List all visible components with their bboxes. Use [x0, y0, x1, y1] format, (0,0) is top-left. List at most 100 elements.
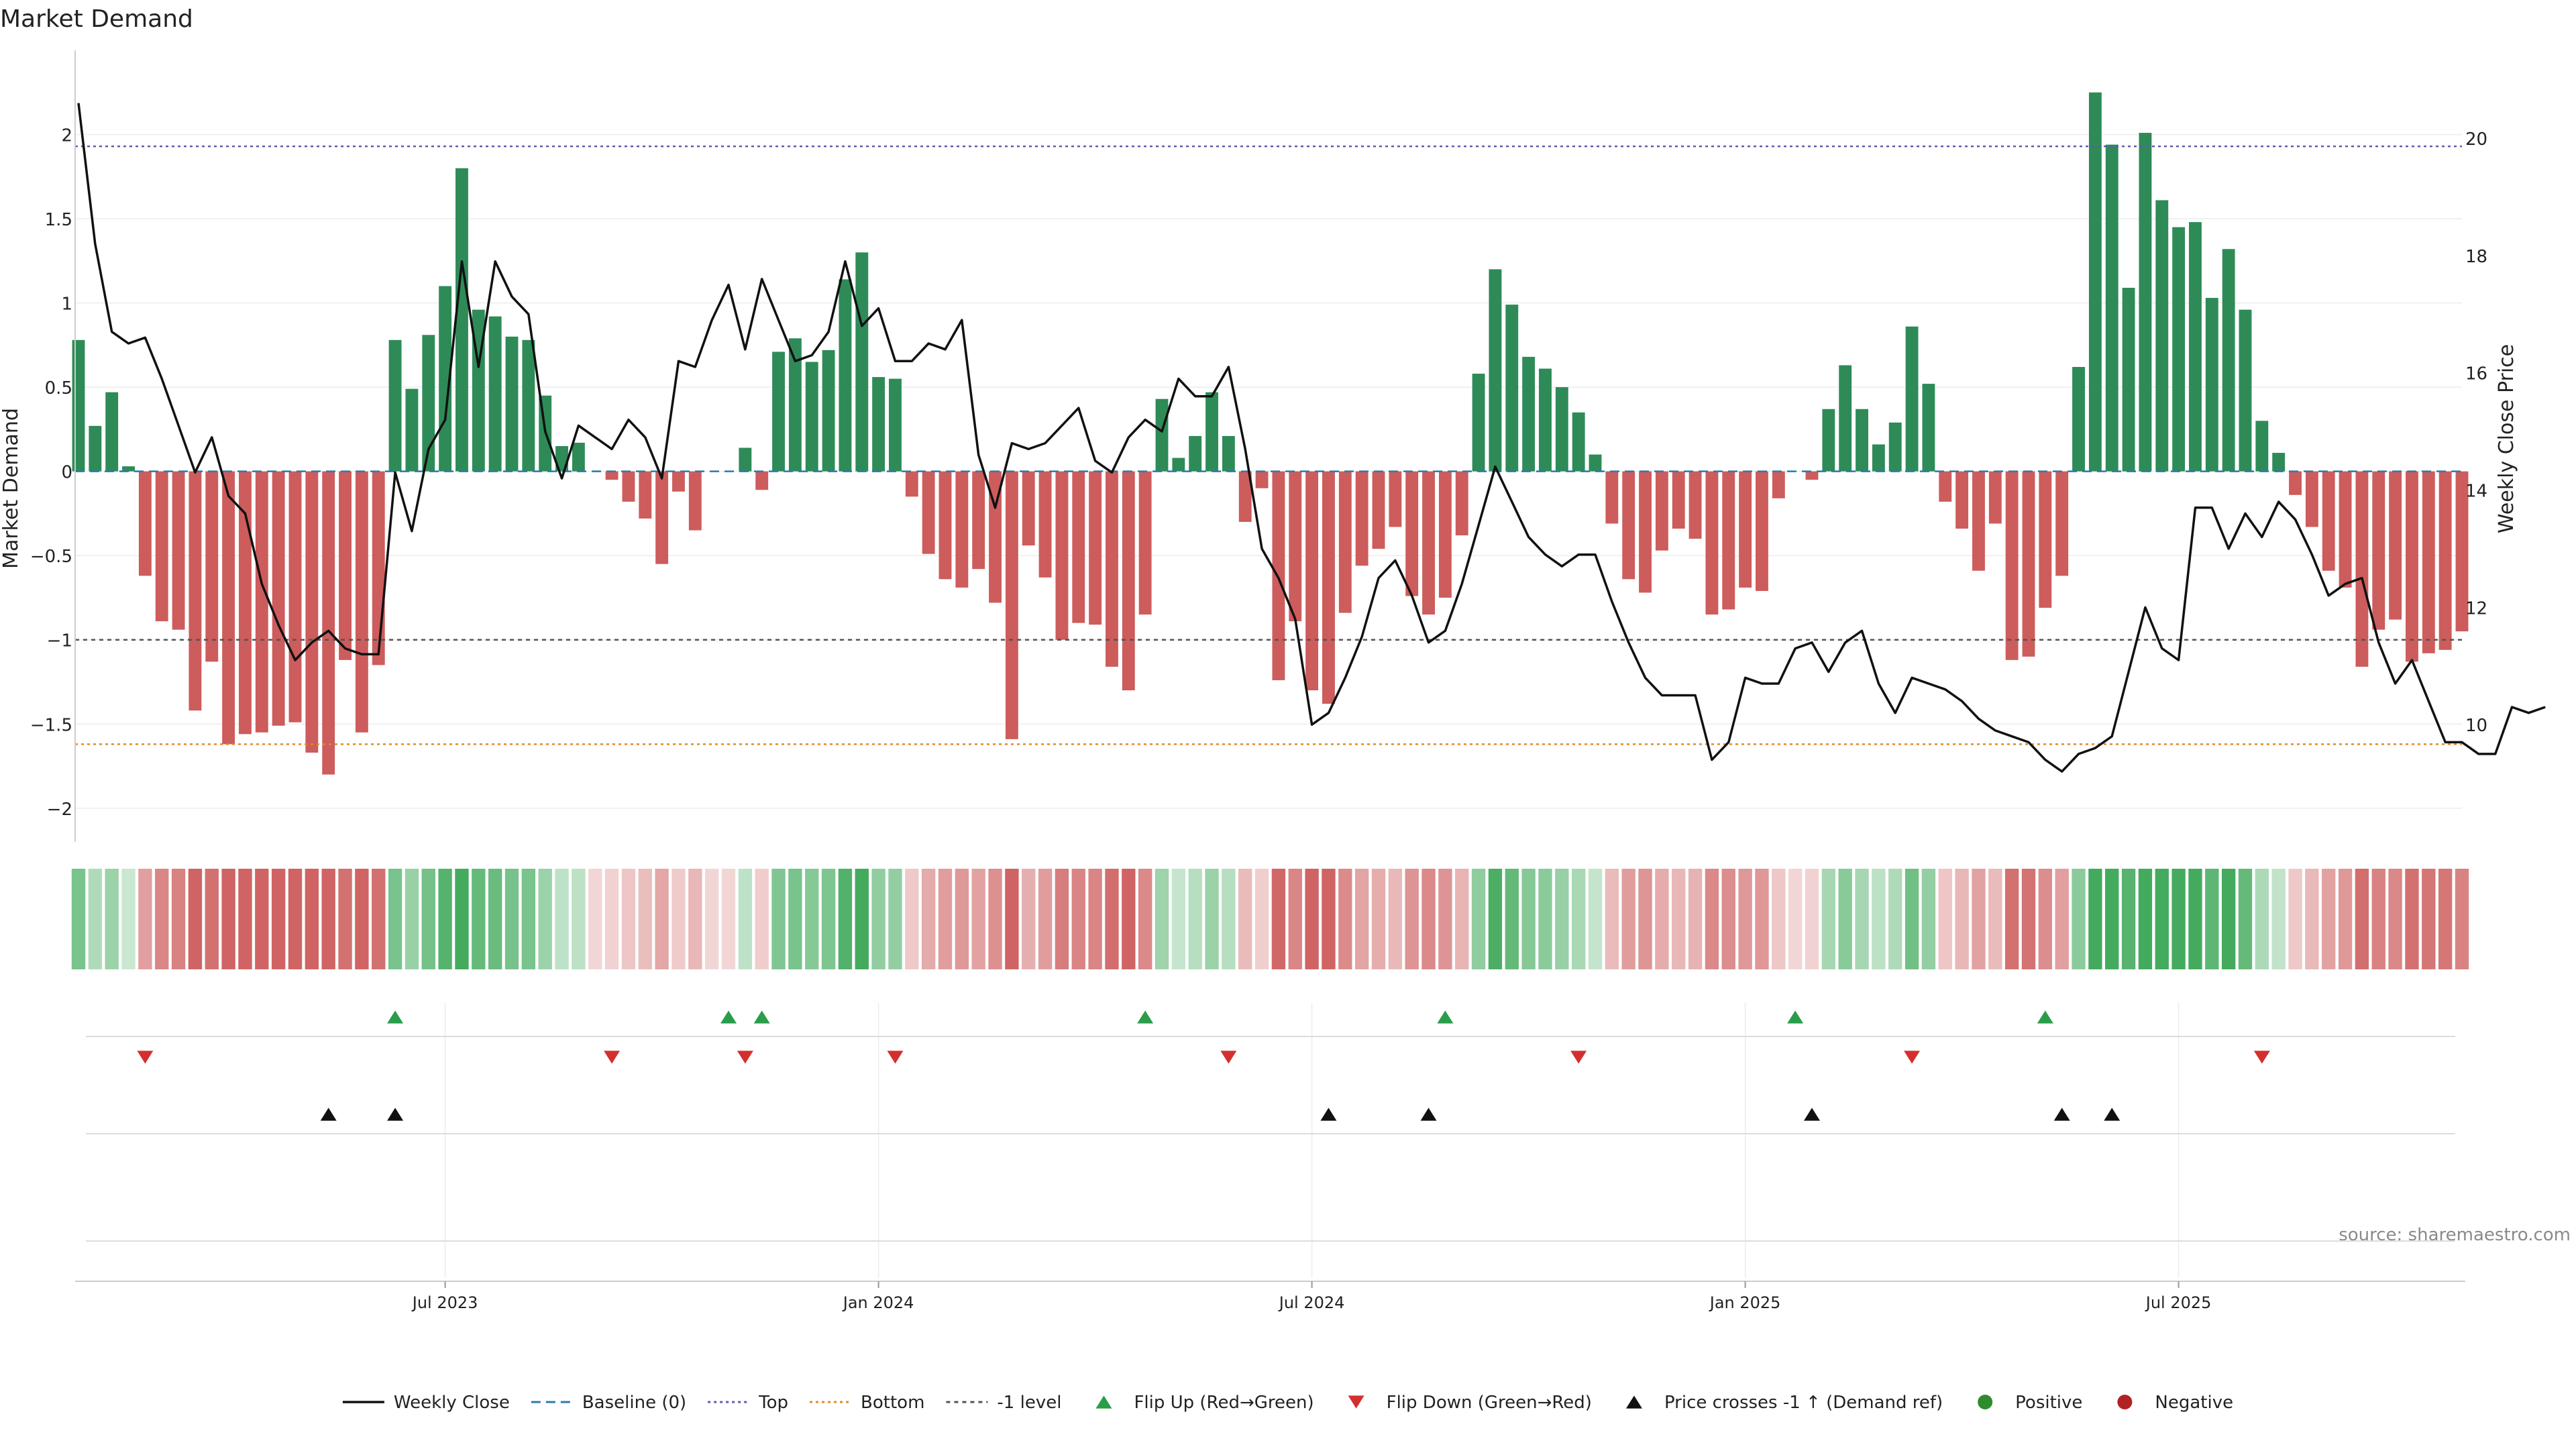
strip-cell-negative — [2455, 869, 2469, 969]
demand-bar-negative — [1089, 471, 1102, 625]
demand-bar-positive — [2222, 249, 2235, 472]
demand-bar-negative — [305, 471, 319, 753]
strip-cell-positive — [121, 869, 136, 969]
strip-cell-negative — [1738, 869, 1752, 969]
strip-cell-negative — [1638, 869, 1652, 969]
strip-cell-negative — [921, 869, 936, 969]
demand-bar-positive — [2072, 367, 2085, 472]
demand-bar-negative — [2039, 471, 2052, 608]
flip-down-marker — [137, 1051, 154, 1064]
demand-bar-positive — [1856, 409, 1868, 472]
demand-bar-positive — [2088, 92, 2102, 472]
demand-bar-negative — [2005, 471, 2019, 660]
strip-cell-negative — [1338, 869, 1352, 969]
legend-symbol-flip_down — [1348, 1395, 1364, 1409]
demand-bar-negative — [972, 471, 985, 570]
strip-cell-positive — [455, 869, 469, 969]
strip-cell-positive — [1888, 869, 1902, 969]
demand-bar-positive — [1888, 422, 1902, 472]
demand-bar-negative — [205, 471, 219, 662]
demand-bar-negative — [672, 471, 685, 492]
demand-bar-negative — [1072, 471, 1085, 623]
strip-cell-positive — [1521, 869, 1536, 969]
legend-label-dot_positive: Positive — [2015, 1393, 2082, 1413]
strip-cell-negative — [1721, 869, 1735, 969]
demand-bar-positive — [805, 362, 818, 472]
demand-bar-negative — [372, 471, 385, 665]
x-tick-label: Jul 2024 — [1278, 1293, 1345, 1312]
legend-label-flip_down: Flip Down (Green→Red) — [1387, 1393, 1592, 1413]
demand-bar-positive — [1472, 374, 1485, 472]
demand-bar-negative — [355, 471, 368, 733]
demand-bar-negative — [2055, 471, 2069, 576]
demand-bar-negative — [2339, 471, 2352, 588]
strip-cell-positive — [488, 869, 502, 969]
strip-cell-positive — [1588, 869, 1603, 969]
strip-cell-negative — [1605, 869, 1619, 969]
demand-bar-negative — [1138, 471, 1152, 615]
demand-bar-negative — [1722, 471, 1735, 610]
demand-bar-negative — [955, 471, 969, 588]
price-cross-marker — [2053, 1108, 2070, 1121]
demand-bar-negative — [2455, 471, 2469, 632]
demand-bar-negative — [2322, 471, 2335, 571]
strip-cell-positive — [538, 869, 552, 969]
demand-bar-positive — [122, 466, 135, 472]
price-cross-marker — [1804, 1108, 1820, 1121]
strip-cell-positive — [805, 869, 819, 969]
y2-tick-label: 14 — [2465, 482, 2487, 502]
x-tick-label: Jul 2025 — [2145, 1293, 2212, 1312]
demand-bar-negative — [1322, 471, 1335, 704]
strip-cell-negative — [1122, 869, 1136, 969]
strip-cell-negative — [1705, 869, 1719, 969]
demand-bar-positive — [889, 378, 902, 472]
strip-cell-negative — [672, 869, 686, 969]
strip-cell-negative — [338, 869, 352, 969]
strip-cell-positive — [1904, 869, 1919, 969]
strip-cell-negative — [271, 869, 286, 969]
demand-bars — [72, 92, 2469, 775]
grid-layer — [75, 133, 2462, 1278]
demand-bar-negative — [1238, 471, 1252, 522]
strip-cell-positive — [2105, 869, 2119, 969]
flip-down-marker — [737, 1051, 753, 1064]
strip-cell-positive — [71, 869, 86, 969]
y-tick-label: −1.5 — [30, 715, 72, 735]
strip-cell-positive — [2072, 869, 2086, 969]
legend: Weekly Close Baseline (0) Top Bottom -1 leve… — [342, 1393, 2233, 1413]
legend-symbol-dot_negative — [2117, 1395, 2133, 1409]
strip-cell-negative — [1305, 869, 1319, 969]
strip-cell-negative — [905, 869, 919, 969]
demand-bar-negative — [2355, 471, 2369, 667]
strip-cell-negative — [1755, 869, 1769, 969]
strip-cell-negative — [372, 869, 386, 969]
strip-cell-negative — [1238, 869, 1252, 969]
demand-bar-positive — [1522, 356, 1536, 472]
strip-cell-positive — [1571, 869, 1586, 969]
price-cross-marker — [387, 1108, 404, 1121]
strip-cell-negative — [2322, 869, 2336, 969]
demand-bar-negative — [1005, 471, 1018, 739]
y-tick-label: −2 — [47, 800, 72, 820]
demand-bar-negative — [1688, 471, 1702, 539]
weekly-close-line — [77, 103, 2546, 773]
strip-cell-negative — [2355, 869, 2369, 969]
demand-bar-positive — [855, 252, 869, 472]
strip-cell-positive — [1555, 869, 1569, 969]
strip-cell-negative — [305, 869, 319, 969]
demand-bar-negative — [1289, 471, 1302, 622]
strip-cell-positive — [1188, 869, 1202, 969]
strip-cell-negative — [355, 869, 369, 969]
strip-cell-negative — [1438, 869, 1452, 969]
strip-cell-positive — [2155, 869, 2169, 969]
strip-cell-positive — [572, 869, 586, 969]
y2-tick-label: 10 — [2465, 716, 2487, 736]
flip-down-marker — [887, 1051, 904, 1064]
chart-title: Market Demand — [0, 5, 193, 33]
strip-cell-positive — [472, 869, 486, 969]
y2-axis-label: Weekly Close Price — [2495, 344, 2518, 533]
strip-cell-positive — [88, 869, 103, 969]
demand-bar-negative — [1739, 471, 1752, 588]
demand-bar-negative — [1805, 471, 1819, 480]
price-cross-marker — [1320, 1108, 1337, 1121]
